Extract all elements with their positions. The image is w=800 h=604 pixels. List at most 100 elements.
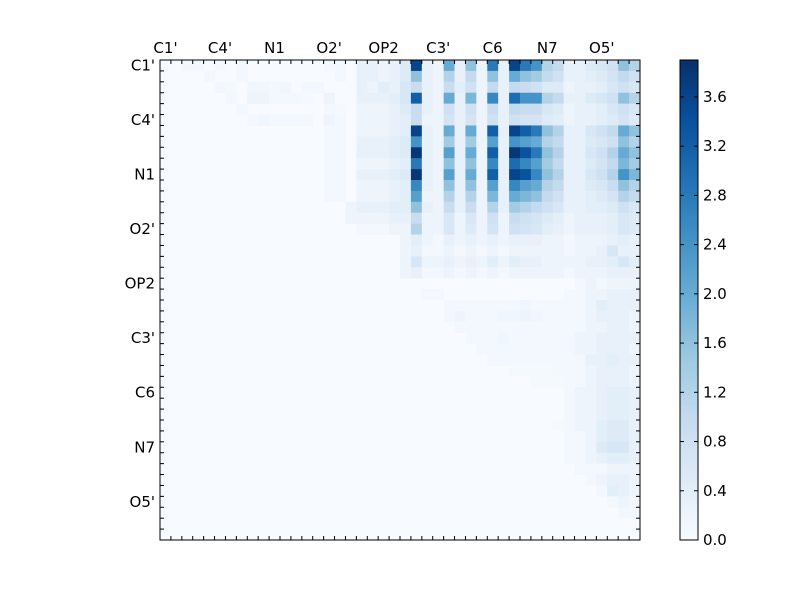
x-tick-labels: C1' C4' N1 O2' OP2 C3' C6 N7 O5' <box>153 39 614 57</box>
heatmap-cell <box>498 190 510 203</box>
heatmap-cell <box>334 136 346 148</box>
heatmap-cell <box>498 321 510 334</box>
heatmap-cell <box>552 420 564 432</box>
heatmap-cell <box>476 114 488 126</box>
heatmap-cell <box>541 343 554 355</box>
heatmap-cell <box>596 136 608 148</box>
heatmap-cell <box>541 212 554 224</box>
y-tick-label: O5' <box>130 493 155 511</box>
heatmap-cell <box>629 474 641 486</box>
heatmap-cell <box>465 201 477 214</box>
heatmap-cell <box>498 70 510 83</box>
heatmap-cell <box>421 147 434 159</box>
heatmap-cell <box>574 60 586 72</box>
heatmap-cell <box>367 201 379 214</box>
heatmap-cell <box>607 398 619 410</box>
heatmap-cell <box>629 289 641 301</box>
heatmap-cell <box>530 136 543 148</box>
heatmap-cell <box>432 114 444 126</box>
heatmap-cell <box>541 190 554 203</box>
heatmap-cell <box>400 103 412 115</box>
colorbar-tick-label: 2.8 <box>703 186 727 204</box>
heatmap-cell <box>509 125 521 137</box>
heatmap-cell <box>596 92 608 104</box>
heatmap-cell <box>618 289 630 301</box>
heatmap-cell <box>432 70 444 83</box>
heatmap-cell <box>629 398 641 410</box>
heatmap-cell <box>552 300 564 312</box>
heatmap-cell <box>607 332 619 344</box>
heatmap-cell <box>585 234 597 246</box>
heatmap-cell <box>410 60 423 72</box>
heatmap-cell <box>378 114 390 126</box>
heatmap-cell <box>410 223 423 235</box>
heatmap-cell <box>509 114 521 126</box>
heatmap-cell <box>541 332 554 344</box>
heatmap-cell <box>432 289 444 301</box>
heatmap-cell <box>334 125 346 137</box>
heatmap-cell <box>432 190 444 203</box>
heatmap-cell <box>400 234 412 246</box>
heatmap-cell <box>618 452 630 464</box>
heatmap-cell <box>530 81 543 94</box>
heatmap-cell <box>585 92 597 104</box>
heatmap-cell <box>476 136 488 148</box>
heatmap-cell <box>552 103 564 115</box>
heatmap-cell <box>563 398 575 410</box>
heatmap-cell <box>574 70 586 83</box>
heatmap-cell <box>509 147 521 159</box>
heatmap-cell <box>563 332 575 344</box>
heatmap-cell <box>465 310 477 323</box>
heatmap-cell <box>552 256 564 268</box>
heatmap-cell <box>596 147 608 159</box>
heatmap-cell <box>432 245 444 257</box>
heatmap-cell <box>443 60 455 72</box>
heatmap-cell <box>378 103 390 115</box>
heatmap-cell <box>356 60 368 72</box>
heatmap-cell <box>618 321 630 334</box>
heatmap-cell <box>541 114 554 126</box>
heatmap-cell <box>541 60 554 72</box>
heatmap-cell <box>323 180 335 192</box>
heatmap-cell <box>607 474 619 486</box>
heatmap-cell <box>530 190 543 203</box>
heatmap-cell <box>574 387 586 399</box>
heatmap-cell <box>367 60 379 72</box>
heatmap-cell <box>607 92 619 104</box>
heatmap-cell <box>629 376 641 388</box>
heatmap-cell <box>454 114 466 126</box>
heatmap-cell <box>552 332 564 344</box>
heatmap-cell <box>443 267 455 279</box>
heatmap-cell <box>498 81 510 94</box>
heatmap-cell <box>585 70 597 83</box>
heatmap-cell <box>334 158 346 170</box>
heatmap-cell <box>629 169 641 181</box>
heatmap-cell <box>345 201 357 214</box>
heatmap-cell <box>618 169 630 181</box>
heatmap-cell <box>607 310 619 323</box>
y-tick-labels: C1' C4' N1 O2' OP2 C3' C6 N7 O5' <box>125 57 155 511</box>
heatmap-cell <box>378 212 390 224</box>
heatmap-cell <box>509 60 521 72</box>
heatmap-cell <box>290 114 303 126</box>
heatmap-cell <box>323 136 335 148</box>
heatmap-cell <box>541 81 554 94</box>
heatmap-cell <box>618 332 630 344</box>
heatmap-cell <box>585 60 597 72</box>
heatmap-cell <box>574 365 586 377</box>
heatmap-cell <box>421 256 434 268</box>
heatmap-cell <box>563 92 575 104</box>
heatmap-cell <box>520 169 532 181</box>
x-tick-label: N7 <box>537 39 558 57</box>
heatmap-cell <box>520 158 532 170</box>
heatmap-cell <box>629 256 641 268</box>
heatmap-cell <box>465 300 477 312</box>
heatmap-cell <box>585 354 597 366</box>
heatmap-cell <box>596 212 608 224</box>
heatmap-cell <box>389 81 401 94</box>
y-tick-label: C1' <box>131 57 155 75</box>
heatmap-cell <box>585 212 597 224</box>
heatmap-cell <box>563 310 575 323</box>
heatmap-cell <box>629 463 641 475</box>
heatmap-cell <box>618 147 630 159</box>
